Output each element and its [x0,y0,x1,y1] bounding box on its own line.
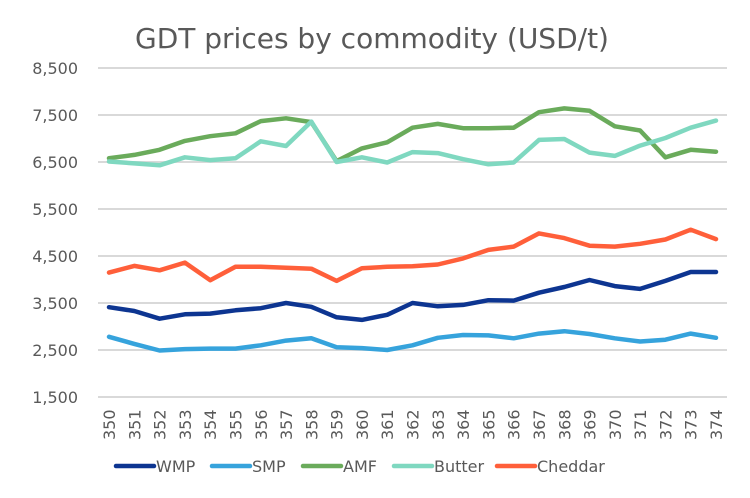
series-lines [106,106,719,353]
series-line-butter [106,118,719,168]
legend: WMP SMP AMF Butter Cheddar [113,457,605,476]
x-tick-label: 351 [125,409,144,440]
x-tick-label: 366 [505,409,524,440]
y-tick-label: 5,500 [32,200,78,219]
y-tick-label: 1,500 [32,388,78,407]
series-line-amf [106,106,719,164]
x-tick-label: 354 [201,409,220,440]
x-tick-label: 370 [606,409,625,440]
legend-item-cheddar: Cheddar [494,457,605,476]
x-tick-label: 364 [454,409,473,440]
x-tick-label: 369 [581,409,600,440]
x-tick-label: 372 [656,409,675,440]
x-tick-label: 357 [277,409,296,440]
y-tick-label: 4,500 [32,247,78,266]
legend-item-butter: Butter [391,457,485,476]
x-tick-label: 374 [707,409,726,440]
x-tick-label: 353 [176,409,195,440]
x-tick-label: 373 [682,409,701,440]
series-line-smp [106,328,719,353]
legend-label: AMF [343,457,377,476]
x-tick-label: 362 [404,409,423,440]
series-line-wmp [106,269,719,323]
series-line-cheddar [106,227,719,284]
y-tick-label: 2,500 [32,341,78,360]
legend-item-wmp: WMP [113,457,196,476]
x-tick-label: 350 [100,409,119,440]
x-tick-label: 368 [555,409,574,440]
x-tick-label: 359 [328,409,347,440]
legend-item-smp: SMP [209,457,286,476]
y-tick-label: 6,500 [32,153,78,172]
x-tick-label: 363 [429,409,448,440]
chart-title: GDT prices by commodity (USD/t) [135,22,609,55]
x-tick-label: 356 [252,409,271,440]
x-tick-label: 352 [151,409,170,440]
x-tick-label: 358 [302,409,321,440]
x-tick-label: 360 [353,409,372,440]
legend-label: Cheddar [537,457,605,476]
y-tick-label: 7,500 [32,106,78,125]
y-axis-tick-labels: 8,500 7,500 6,500 5,500 4,500 3,500 2,500 1,500 [32,59,78,407]
y-tick-label: 8,500 [32,59,78,78]
legend-label: WMP [156,457,196,476]
x-tick-label: 365 [479,409,498,440]
x-tick-label: 355 [226,409,245,440]
x-tick-label: 371 [631,409,650,440]
legend-label: SMP [252,457,286,476]
legend-label: Butter [434,457,485,476]
y-tick-label: 3,500 [32,294,78,313]
x-axis-tick-labels: 350 351 352 353 354 355 356 357 358 359 360 361 362 3… [100,409,726,440]
x-tick-label: 367 [530,409,549,440]
legend-item-amf: AMF [300,457,377,476]
x-tick-label: 361 [378,409,397,440]
